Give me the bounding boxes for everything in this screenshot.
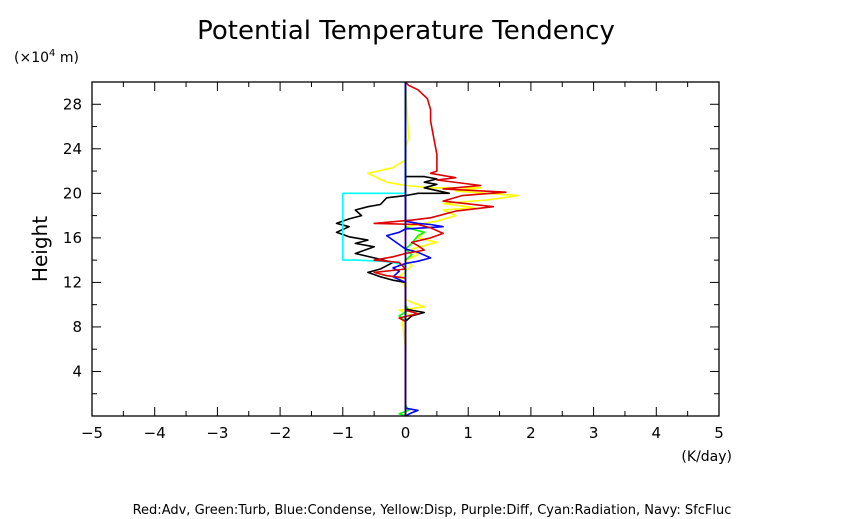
series-line-0 (367, 81, 520, 416)
series-line-3 (335, 82, 451, 416)
y-tick-label: 4 (72, 362, 82, 380)
x-tick-label: −2 (269, 424, 291, 442)
x-unit-label: (K/day) (681, 449, 732, 465)
x-tick-label: 2 (526, 424, 536, 442)
y-tick-label: 8 (72, 318, 82, 336)
series-line-6 (373, 81, 507, 416)
x-tick-label: −4 (144, 424, 166, 442)
x-tick-label: 5 (714, 424, 724, 442)
x-tick-label: −3 (206, 424, 228, 442)
y-axis-label: Height (28, 216, 52, 282)
y-tick-label: 20 (63, 184, 82, 202)
data-series (335, 81, 520, 417)
y-tick-label: 16 (63, 229, 82, 247)
series-line-4 (341, 82, 407, 416)
y-unit-label: (×104 m) (14, 48, 79, 66)
y-tick-label: 12 (63, 273, 82, 291)
x-tick-label: −1 (332, 424, 354, 442)
x-tick-label: 0 (401, 424, 411, 442)
x-tick-label: 1 (463, 424, 473, 442)
chart-title: Potential Temperature Tendency (197, 16, 615, 46)
x-tick-label: 4 (652, 424, 662, 442)
legend-note: Red:Adv, Green:Turb, Blue:Condense, Yell… (133, 503, 732, 518)
y-tick-label: 28 (63, 95, 82, 113)
x-tick-label: 3 (589, 424, 599, 442)
x-tick-label: −5 (81, 424, 103, 442)
y-tick-label: 24 (63, 140, 82, 158)
plot-frame (91, 81, 720, 417)
